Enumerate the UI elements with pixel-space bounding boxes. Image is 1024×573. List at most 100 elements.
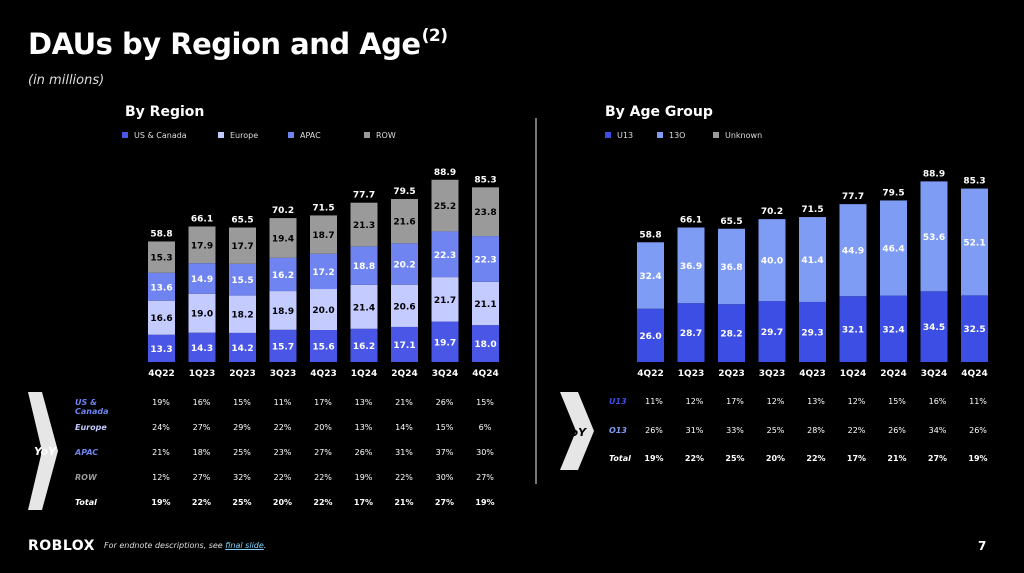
- section-divider: [535, 118, 537, 484]
- yoy-row-label-us-canada: US & Canada: [75, 398, 109, 416]
- yoy-cell: 29%: [233, 423, 251, 432]
- bar-total-label: 66.1: [191, 214, 213, 224]
- yoy-cell: 21%: [395, 398, 413, 407]
- x-tick-label-1q24: 1Q24: [351, 369, 377, 379]
- bar-value-label: 26.0: [639, 332, 661, 342]
- bar-total-label: 79.5: [882, 188, 904, 198]
- yoy-cell: 13%: [354, 398, 373, 407]
- bar-value-label: 20.2: [393, 261, 415, 271]
- bar-segment-u13-3q23: [758, 301, 786, 362]
- bar-segment-apac-2q23: [229, 263, 256, 296]
- bar-segment-row-4q22: [148, 241, 175, 273]
- bar-value-label: 19.7: [434, 338, 456, 348]
- region-bar-chart: 13.3 16.6 13.6 15.3 58.8 4Q22 14.3 19.0 14.9 17.9…: [148, 168, 499, 379]
- bar-segment-us-canada-4q23: [310, 330, 337, 362]
- bar-segment-europe-1q24: [350, 284, 378, 329]
- legend-item-apac: APAC: [288, 131, 321, 140]
- yoy-cell: 12%: [685, 397, 704, 406]
- yoy-cell: 14%: [395, 423, 413, 432]
- legend-item-unknown: Unknown: [713, 131, 762, 140]
- yoy-cell: 24%: [152, 423, 170, 432]
- x-tick-label-4q24: 4Q24: [472, 369, 498, 379]
- yoy-cell: 26%: [645, 425, 663, 435]
- bar-value-label: 40.0: [761, 257, 783, 267]
- bar-segment-us-canada-4q24: [472, 325, 499, 362]
- bar-value-label: 32.5: [963, 325, 985, 335]
- bar-value-label: 18.0: [474, 340, 496, 350]
- bar-total-label: 85.3: [963, 177, 985, 187]
- yoy-cell: 31%: [395, 448, 413, 457]
- legend-label: US & Canada: [134, 131, 187, 140]
- bar-segment-us-canada-2q23: [229, 332, 256, 362]
- bar-segment-europe-3q24: [431, 277, 459, 322]
- yoy-row-label-total: Total: [75, 498, 97, 507]
- bar-total-label: 85.3: [474, 175, 496, 185]
- bar-segment-13o-3q23: [758, 219, 786, 302]
- x-tick-label-4q24: 4Q24: [961, 369, 987, 379]
- legend-label: APAC: [300, 131, 321, 140]
- bar-value-label: 34.5: [923, 323, 945, 333]
- yoy-cell: 27%: [192, 473, 211, 482]
- yoy-cell: 16%: [192, 398, 211, 407]
- bar-value-label: 32.4: [882, 325, 904, 335]
- yoy-cell: 18%: [192, 448, 211, 457]
- bar-segment-apac-1q24: [350, 246, 378, 285]
- bar-value-label: 36.8: [720, 263, 742, 273]
- yoy-cell: 22%: [847, 425, 866, 435]
- yoy-cell: 26%: [888, 425, 906, 435]
- x-tick-label-2q24: 2Q24: [880, 369, 906, 379]
- bar-value-label: 28.7: [680, 329, 702, 339]
- yoy-cell: 34%: [928, 425, 947, 435]
- bar-segment-u13-2q24: [880, 295, 907, 362]
- yoy-cell: 15%: [888, 397, 906, 406]
- bar-total-label: 77.7: [842, 192, 864, 202]
- x-tick-label-1q23: 1Q23: [189, 369, 215, 379]
- yoy-cell: 22%: [273, 423, 292, 432]
- yoy-cell: 20%: [314, 423, 332, 432]
- bar-total-label: 88.9: [923, 169, 945, 179]
- bar-total-label: 77.7: [353, 191, 375, 201]
- yoy-cell: 15%: [476, 398, 494, 407]
- legend-item-13o: 13O: [657, 131, 685, 140]
- bar-segment-13o-2q23: [718, 228, 745, 305]
- yoy-cell: 27%: [192, 423, 211, 432]
- bar-value-label: 53.6: [923, 233, 945, 243]
- yoy-cell: 19%: [475, 498, 495, 507]
- yoy-cell: 13%: [354, 423, 373, 432]
- yoy-row-label-apac: APAC: [75, 448, 99, 457]
- footer-note: For endnote descriptions, see final slid…: [104, 541, 267, 550]
- age-chart-title: By Age Group: [605, 104, 713, 120]
- bar-segment-us-canada-4q22: [148, 334, 175, 362]
- bar-value-label: 18.9: [272, 307, 294, 317]
- bar-value-label: 17.7: [231, 242, 253, 252]
- bar-segment-row-2q23: [229, 227, 256, 264]
- bar-segment-u13-3q24: [920, 291, 948, 362]
- bar-segment-apac-3q23: [269, 257, 297, 292]
- bar-value-label: 14.3: [191, 344, 213, 354]
- bar-value-label: 14.9: [191, 275, 213, 285]
- bar-total-label: 71.5: [801, 205, 823, 215]
- yoy-cell: 17%: [726, 397, 744, 406]
- legend-label: ROW: [376, 131, 396, 140]
- yoy-cell: 20%: [272, 498, 293, 507]
- yoy-cell: 22%: [313, 498, 333, 507]
- yoy-cell: 28%: [807, 425, 825, 435]
- legend-item-us-canada: US & Canada: [122, 131, 187, 140]
- yoy-cell: 16%: [928, 397, 947, 406]
- bar-value-label: 15.5: [231, 276, 253, 286]
- bar-value-label: 15.7: [272, 342, 294, 352]
- final-slide-link[interactable]: final slide: [225, 541, 264, 550]
- yoy-cell: 12%: [847, 397, 866, 406]
- bar-value-label: 16.2: [353, 342, 375, 352]
- page-subtitle: (in millions): [28, 73, 105, 88]
- yoy-cell: 19%: [968, 454, 988, 463]
- x-tick-label-4q22: 4Q22: [637, 369, 663, 379]
- yoy-chevron-age: [560, 392, 594, 470]
- bar-value-label: 28.2: [720, 330, 742, 340]
- legend-swatch: [605, 132, 611, 138]
- bar-total-label: 71.5: [312, 203, 334, 213]
- bar-value-label: 14.2: [231, 344, 253, 354]
- yoy-cell: 25%: [232, 498, 252, 507]
- bar-segment-row-1q24: [350, 202, 378, 247]
- yoy-cell: 32%: [233, 473, 251, 482]
